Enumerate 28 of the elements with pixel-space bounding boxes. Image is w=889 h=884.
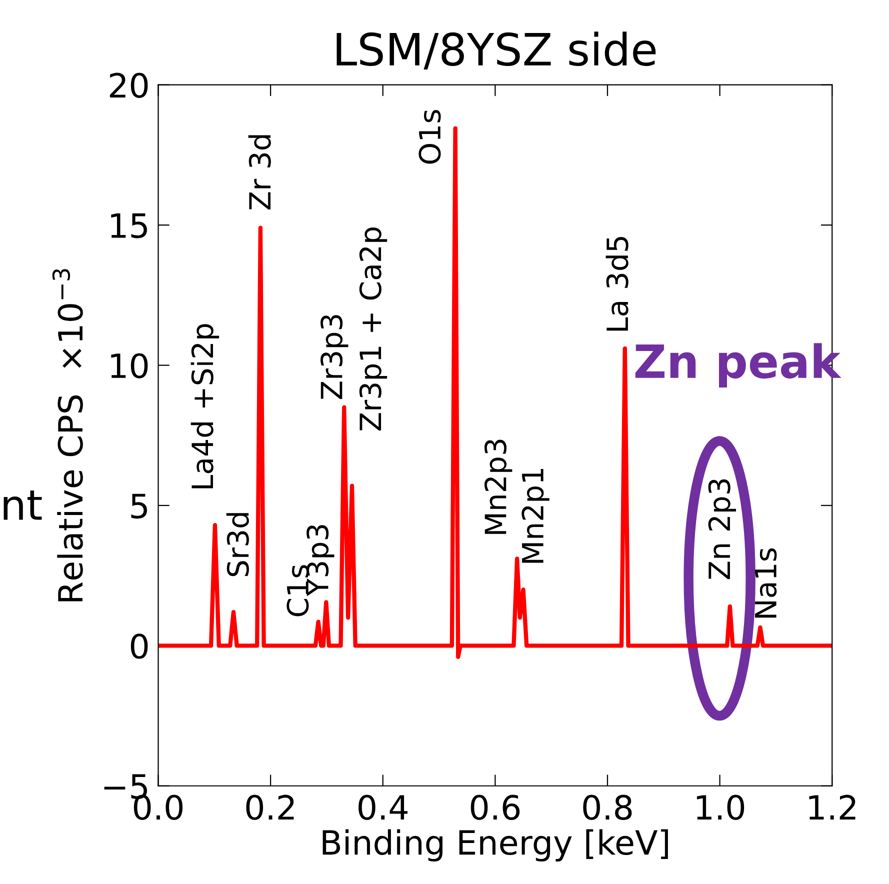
x-tick-label: 0.6 bbox=[470, 794, 520, 820]
y-tick-label: 0 bbox=[130, 634, 148, 659]
y-axis-title: Relative CPS ×10$^{−3}$ bbox=[52, 269, 83, 602]
annotation: Sr3d bbox=[226, 513, 249, 576]
x-tick-label: 1.2 bbox=[809, 794, 856, 820]
annotation: O1s bbox=[418, 110, 441, 164]
annotation: La4d +Si2p bbox=[190, 324, 220, 488]
x-tick-label: 0.2 bbox=[246, 794, 294, 820]
annotation: C1s bbox=[286, 565, 309, 616]
annotation: Zr3p1 + Ca2p bbox=[359, 228, 388, 431]
y-tick-label: 5 bbox=[131, 494, 147, 519]
x-axis-title: Binding Energy [keV] bbox=[322, 829, 668, 862]
annotation: Mn2p1 bbox=[522, 469, 550, 563]
y-tick-label: 20 bbox=[110, 72, 148, 98]
annotation: Na1s bbox=[755, 548, 777, 618]
annotation: Zr 3d bbox=[248, 135, 271, 210]
y-tick-label: 10 bbox=[111, 353, 148, 378]
annotation: Y3p3 bbox=[306, 525, 334, 596]
chart-title: LSM/8YSZ side bbox=[336, 32, 656, 70]
annotation: Zr3p3 bbox=[320, 315, 348, 400]
x-tick-label: 0.4 bbox=[358, 794, 408, 820]
annotation: Zn 2p3 bbox=[708, 479, 736, 580]
text: nt bbox=[4, 490, 42, 520]
x-tick-label: 0.8 bbox=[583, 794, 632, 820]
x-tick-label: 1.0 bbox=[696, 794, 744, 820]
annotation: La 3d5 bbox=[606, 236, 628, 331]
y-tick-label: 15 bbox=[111, 213, 147, 238]
annotation: Mn2p3 bbox=[484, 440, 512, 534]
